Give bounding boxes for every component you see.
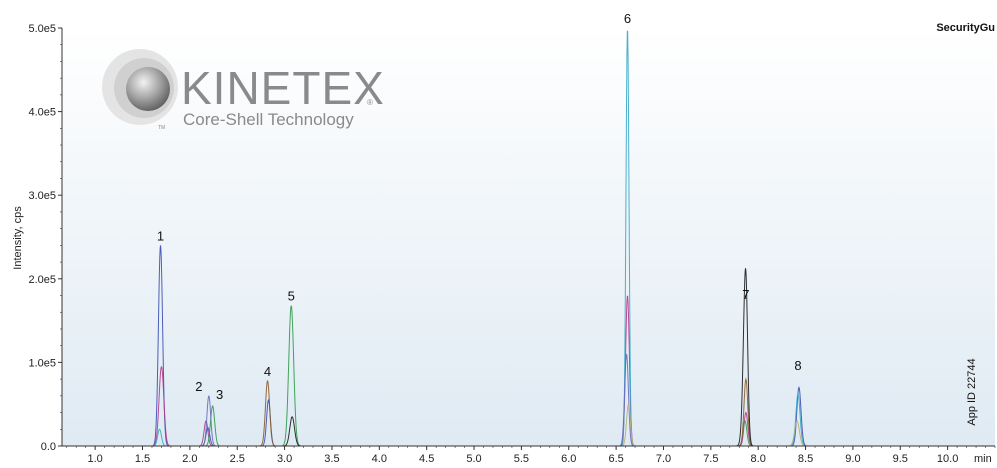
peak-label-1: 1 xyxy=(157,228,164,243)
logo-sphere xyxy=(126,67,170,111)
y-tick-label: 4.0e5 xyxy=(28,107,56,119)
x-tick-label: 5.5 xyxy=(514,453,529,465)
x-tick-label: 1.5 xyxy=(135,453,150,465)
logo-registered-mark: ® xyxy=(367,98,373,107)
logo-tm-mark: TM xyxy=(158,125,165,131)
x-tick-label: 6.5 xyxy=(608,453,623,465)
x-tick-label: 6.0 xyxy=(561,453,576,465)
x-tick-label: 4.5 xyxy=(419,453,434,465)
x-tick-label: 5.0 xyxy=(466,453,481,465)
x-tick-label: 7.5 xyxy=(703,453,718,465)
peak-label-2: 2 xyxy=(195,379,202,394)
app-id-label: App ID 22744 xyxy=(966,358,978,425)
logo-tagline: Core-Shell Technology xyxy=(183,110,354,129)
y-tick-label: 3.0e5 xyxy=(28,190,56,202)
peak-label-5: 5 xyxy=(288,289,295,304)
x-tick-label: 8.5 xyxy=(798,453,813,465)
x-tick-label: 8.0 xyxy=(751,453,766,465)
x-axis-ticks: 1.0 1.5 2.0 2.5 3.0 3.5 4.0 4.5 5.0 5.5 6.0 6.5 7.0 7… xyxy=(66,446,996,465)
y-tick-label: 0.0 xyxy=(41,441,56,453)
y-axis-ticks: 0.0 1.0e5 2.0e5 3.0e5 4.0e5 5.0e5 xyxy=(28,23,62,453)
y-tick-label: 2.0e5 xyxy=(28,274,56,286)
plot-background xyxy=(62,28,995,446)
x-tick-label: 7.0 xyxy=(656,453,671,465)
x-tick-label: 3.0 xyxy=(277,453,292,465)
x-tick-label: 1.0 xyxy=(88,453,103,465)
logo-wordmark: KINETEX xyxy=(181,62,385,114)
axes xyxy=(61,28,995,447)
x-tick-label: 2.0 xyxy=(182,453,197,465)
x-tick-label: 9.5 xyxy=(893,453,908,465)
brand-name: SecurityGu xyxy=(936,22,995,34)
x-tick-label: 4.0 xyxy=(372,453,387,465)
peak-label-6: 6 xyxy=(624,11,631,26)
x-tick-label: 10.0 xyxy=(937,453,958,465)
x-tick-label: 2.5 xyxy=(230,453,245,465)
peak-label-3: 3 xyxy=(216,387,223,402)
y-tick-label: 1.0e5 xyxy=(28,357,56,369)
x-tick-label: 9.0 xyxy=(845,453,860,465)
peak-label-7: 7 xyxy=(742,287,749,302)
y-axis-label: Intensity, cps xyxy=(12,206,24,270)
kinetex-logo: TM KINETEX ® Core-Shell Technology xyxy=(102,49,385,131)
y-tick-label: 5.0e5 xyxy=(28,23,56,35)
peak-label-8: 8 xyxy=(794,358,801,373)
x-tick-label: 3.5 xyxy=(324,453,339,465)
peak-label-4: 4 xyxy=(264,364,271,379)
x-axis-unit: min xyxy=(974,453,992,465)
